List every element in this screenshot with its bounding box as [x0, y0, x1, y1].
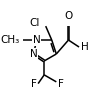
- Text: F: F: [58, 79, 64, 89]
- Text: N: N: [30, 49, 37, 59]
- Text: Cl: Cl: [29, 18, 40, 28]
- Text: O: O: [64, 11, 73, 21]
- Text: F: F: [31, 79, 36, 89]
- Text: CH₃: CH₃: [1, 35, 20, 45]
- Text: H: H: [81, 42, 88, 52]
- Text: N: N: [33, 35, 40, 45]
